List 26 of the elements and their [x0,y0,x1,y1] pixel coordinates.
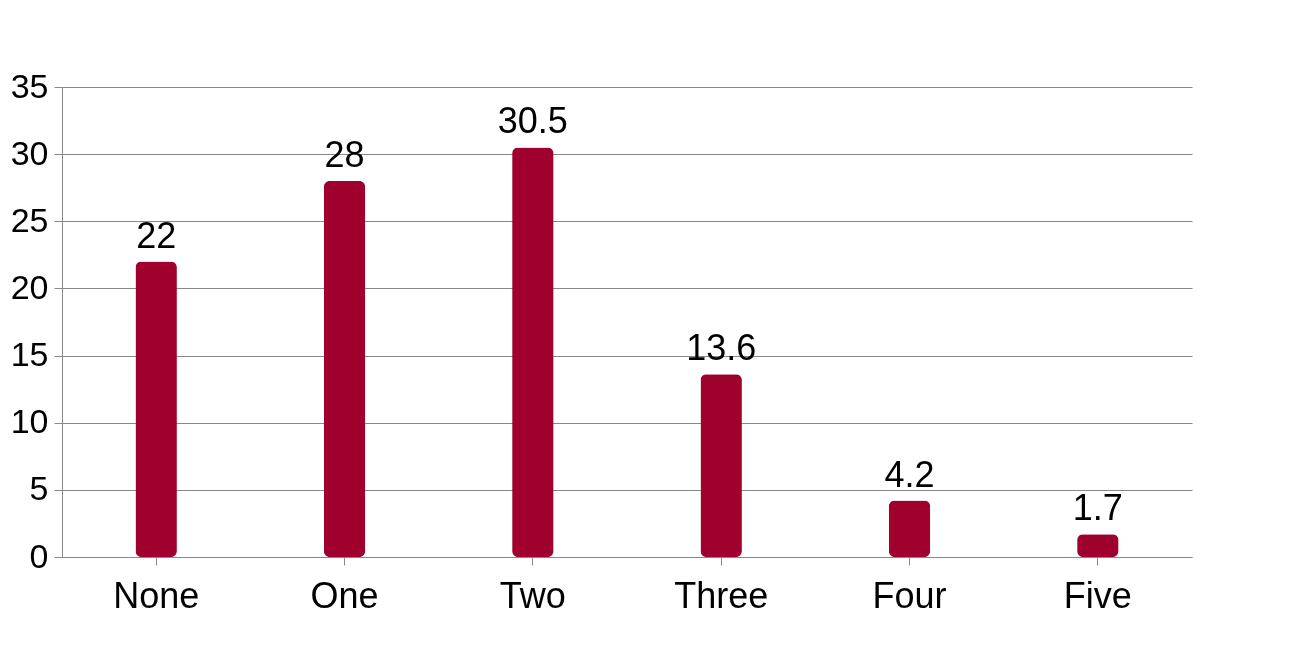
y-tick-label: 5 [29,469,49,508]
data-label: 30.5 [497,100,568,142]
x-tick-label: Two [499,574,566,616]
y-tick-label: 0 [29,536,49,575]
y-tick-label: 30 [10,133,49,172]
x-tick-label: Five [1063,574,1132,616]
x-tick-label: Four [872,574,947,616]
y-tick-label: 20 [10,267,49,306]
bar [1077,534,1119,557]
bar [135,261,177,557]
y-tick-label: 10 [10,402,49,441]
bar [323,181,366,557]
x-tick-label: One [310,574,379,616]
x-tick-label: Three [674,574,769,616]
y-tick-label: 35 [10,66,49,105]
data-label: 4.2 [884,453,935,495]
x-tick-label: None [113,574,200,616]
bar [700,374,742,557]
bar [512,147,554,557]
bar [888,500,931,557]
data-label: 1.7 [1072,487,1123,529]
data-label: 28 [324,134,365,175]
y-tick-label: 25 [10,200,49,239]
data-label: 22 [136,214,177,256]
y-tick-label: 15 [10,335,49,374]
data-label: 13.6 [686,327,757,369]
